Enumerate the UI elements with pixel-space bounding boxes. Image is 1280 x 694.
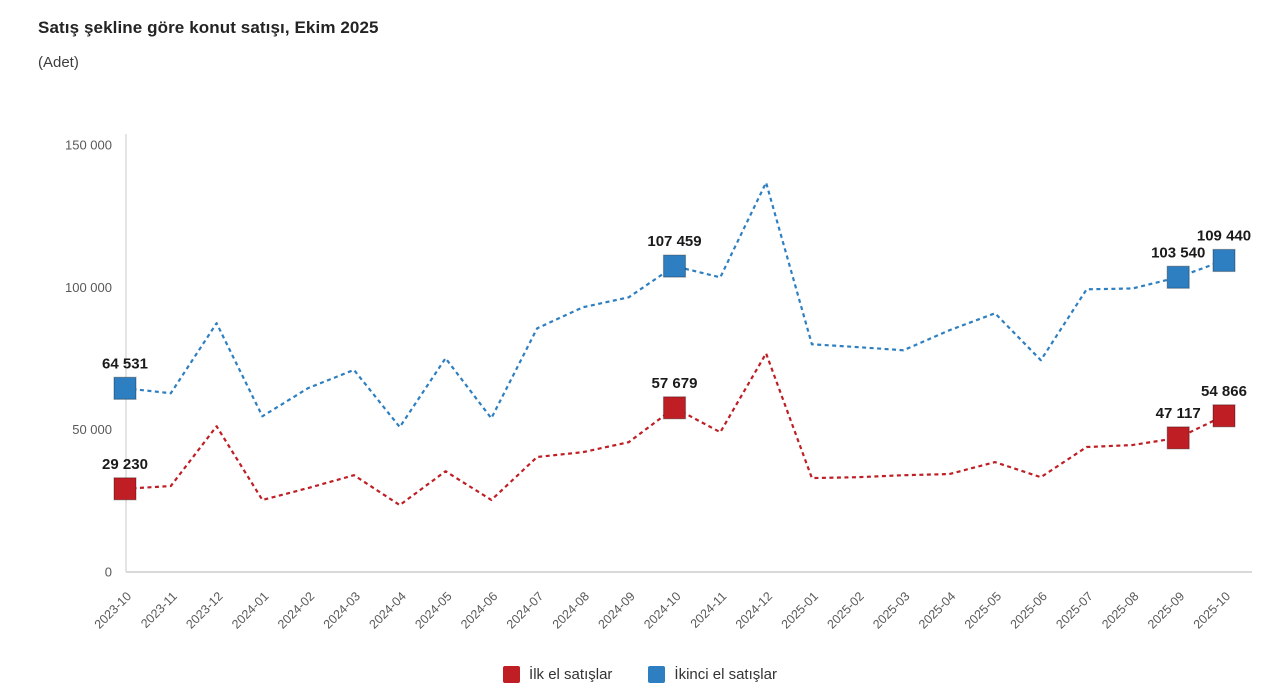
x-tick-label: 2023-10 — [92, 589, 134, 631]
first-hand-marker — [1166, 426, 1190, 450]
first-hand-data-label: 29 230 — [102, 456, 148, 473]
first-hand-legend-swatch-icon — [503, 665, 521, 683]
x-tick-label: 2024-12 — [733, 589, 775, 631]
x-tick-label: 2025-01 — [779, 589, 821, 631]
second-hand-marker — [662, 254, 687, 278]
x-tick-label: 2024-04 — [367, 589, 409, 631]
x-tick-label: 2025-07 — [1053, 589, 1095, 631]
second-hand-legend-swatch-icon — [648, 665, 666, 683]
series-line-second-hand — [124, 181, 1225, 429]
x-tick-label: 2025-06 — [1008, 589, 1050, 631]
first-hand-data-label: 47 117 — [1156, 405, 1201, 422]
x-tick-label: 2025-08 — [1099, 589, 1141, 631]
second-hand-marker — [1166, 265, 1190, 289]
second-hand-data-label: 64 531 — [102, 355, 148, 372]
x-tick-label: 2024-03 — [321, 589, 363, 631]
x-tick-label: 2024-05 — [412, 589, 454, 631]
y-tick-label: 150 000 — [65, 138, 112, 153]
y-tick-label: 0 — [105, 565, 112, 580]
legend-item-first-hand-sales: İlk el satışlar — [503, 665, 613, 683]
first-hand-data-label: 54 866 — [1201, 383, 1247, 400]
second-hand-data-label: 107 459 — [647, 233, 701, 250]
chart-legend: İlk el satışlar İkinci el satışlar — [0, 659, 1280, 689]
legend-label-second-hand: İkinci el satışlar — [674, 665, 777, 683]
second-hand-data-label: 109 440 — [1197, 227, 1251, 244]
x-tick-label: 2023-12 — [183, 589, 225, 631]
second-hand-marker — [113, 376, 137, 400]
x-tick-label: 2024-10 — [641, 589, 683, 631]
legend-label-first-hand: İlk el satışlar — [529, 665, 613, 683]
x-tick-label: 2025-09 — [1145, 589, 1187, 631]
second-hand-data-label: 103 540 — [1151, 244, 1205, 261]
series-line-first-hand — [124, 352, 1225, 507]
x-tick-label: 2024-08 — [550, 589, 592, 631]
second-hand-marker — [1212, 248, 1236, 273]
x-tick-label: 2024-02 — [275, 589, 317, 631]
first-hand-data-label: 57 679 — [652, 375, 698, 392]
x-tick-label: 2025-03 — [870, 589, 912, 631]
x-tick-label: 2025-02 — [824, 589, 866, 631]
chart-header: Satış şekline göre konut satışı, Ekim 20… — [38, 18, 379, 71]
first-hand-marker — [662, 396, 687, 420]
y-tick-label: 100 000 — [65, 280, 112, 295]
x-tick-label: 2024-01 — [229, 589, 271, 631]
x-tick-label: 2025-05 — [962, 589, 1004, 631]
x-tick-label: 2024-07 — [504, 589, 546, 631]
first-hand-marker — [1212, 404, 1236, 428]
x-tick-label: 2024-06 — [458, 589, 500, 631]
x-tick-label: 2023-11 — [138, 589, 180, 631]
x-tick-label: 2025-10 — [1191, 589, 1233, 631]
x-tick-label: 2025-04 — [916, 589, 958, 631]
page-title: Satış şekline göre konut satışı, Ekim 20… — [38, 18, 379, 37]
x-tick-label: 2024-11 — [688, 589, 730, 631]
legend-item-second-hand-sales: İkinci el satışlar — [648, 665, 777, 683]
y-tick-label: 50 000 — [72, 422, 112, 437]
unit-label: (Adet) — [38, 54, 79, 71]
x-tick-label: 2024-09 — [595, 589, 637, 631]
first-hand-marker — [113, 477, 137, 501]
housing-sales-line-chart: 0 50 000 100 000 150 000 2023-10 2023-11 2023-… — [65, 134, 1252, 632]
